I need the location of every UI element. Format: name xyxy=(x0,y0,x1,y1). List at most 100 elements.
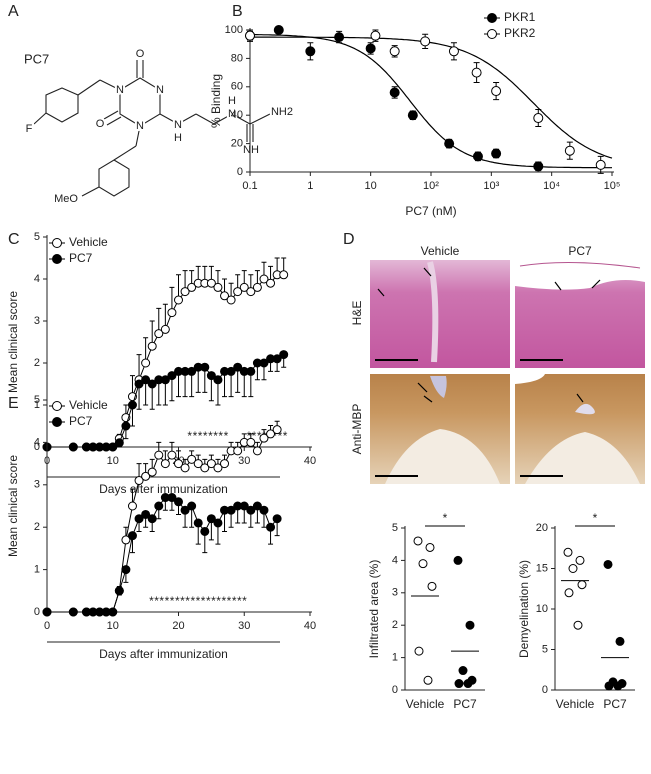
x-tick-label: 40 xyxy=(304,455,316,467)
y-tick-label: 60 xyxy=(231,81,243,93)
x-tick-label: 1 xyxy=(307,180,313,192)
atom: O xyxy=(96,118,105,130)
y-tick-label: 2 xyxy=(34,521,40,533)
data-point xyxy=(114,438,124,448)
atom: F xyxy=(26,123,33,135)
x-tick-label: 10 xyxy=(107,455,119,467)
data-point xyxy=(418,559,428,569)
y-tick-label: 1 xyxy=(392,652,398,664)
y-tick-label: 2 xyxy=(392,619,398,631)
legend-marker xyxy=(52,417,62,427)
atom: N xyxy=(156,84,164,96)
data-point xyxy=(68,607,78,617)
data-point xyxy=(420,36,431,47)
data-point xyxy=(68,442,78,452)
significance: * xyxy=(593,511,598,525)
data-point xyxy=(370,30,381,41)
data-point xyxy=(147,379,157,389)
data-point xyxy=(206,459,216,469)
y-axis-label: Demyelination (%) xyxy=(517,560,531,658)
data-point xyxy=(187,282,197,292)
compound-name: PC7 xyxy=(24,51,49,66)
data-point xyxy=(413,536,423,546)
data-point xyxy=(603,559,613,569)
x-tick-label: 10 xyxy=(107,620,119,632)
data-point xyxy=(425,542,435,552)
data-point xyxy=(472,151,483,162)
data-point xyxy=(491,86,502,97)
x-tick-label: 10⁵ xyxy=(604,180,621,192)
legend-marker xyxy=(52,254,62,264)
x-tick-label: Vehicle xyxy=(556,697,595,711)
data-point xyxy=(206,278,216,288)
data-point xyxy=(127,501,137,511)
he-vehicle xyxy=(370,260,510,368)
data-point xyxy=(193,459,203,469)
y-tick-label: 0 xyxy=(34,606,40,618)
data-point xyxy=(564,588,574,598)
data-point xyxy=(458,666,468,676)
data-point xyxy=(273,25,284,35)
data-point xyxy=(365,43,376,54)
significance: * xyxy=(443,511,448,525)
data-point xyxy=(259,358,269,368)
y-axis-label: Mean clinical score xyxy=(6,455,20,557)
data-point xyxy=(206,371,216,381)
data-point xyxy=(187,454,197,464)
legend-marker xyxy=(52,401,62,411)
x-axis-label: Days after immunization xyxy=(99,482,228,496)
data-point xyxy=(233,287,243,297)
panel-label: D xyxy=(343,231,355,248)
y-tick-label: 4 xyxy=(34,436,40,448)
y-tick-label: 20 xyxy=(231,138,243,150)
y-tick-label: 5 xyxy=(34,231,40,243)
atom: N xyxy=(136,120,144,132)
fit-curve xyxy=(250,34,612,169)
y-tick-label: 80 xyxy=(231,52,243,64)
data-point xyxy=(279,350,289,360)
atom: MeO xyxy=(54,193,78,205)
data-point xyxy=(568,564,578,573)
data-point xyxy=(613,681,623,691)
data-point xyxy=(154,501,164,511)
data-point xyxy=(454,679,464,689)
data-point xyxy=(147,341,157,351)
data-point xyxy=(121,421,131,431)
atom: H xyxy=(228,95,236,107)
data-point xyxy=(108,607,118,617)
atom: O xyxy=(136,48,145,60)
y-tick-label: 5 xyxy=(34,394,40,406)
data-point xyxy=(180,463,190,473)
data-point xyxy=(167,493,177,503)
legend-marker xyxy=(487,29,497,39)
data-point xyxy=(226,505,236,515)
data-point xyxy=(206,514,216,524)
structure: PC7 O O N N N F N H N H NH2 NH MeO xyxy=(24,46,295,207)
data-point xyxy=(266,522,276,532)
data-point xyxy=(272,514,282,524)
data-point xyxy=(233,362,243,372)
data-point xyxy=(252,446,262,456)
atom: H xyxy=(174,132,182,144)
panel-label: A xyxy=(8,3,19,20)
data-point xyxy=(575,555,585,565)
x-axis-label: Days after immunization xyxy=(99,647,228,661)
data-point xyxy=(246,287,256,297)
y-tick-label: 3 xyxy=(34,479,40,491)
legend-label: PKR2 xyxy=(504,26,536,40)
data-point xyxy=(180,287,190,297)
data-point xyxy=(564,145,575,156)
data-point xyxy=(226,366,236,376)
data-point xyxy=(200,526,210,536)
data-point xyxy=(147,514,157,524)
data-point xyxy=(305,46,316,57)
x-tick-label: 10⁴ xyxy=(543,180,560,192)
y-tick-label: 4 xyxy=(34,273,40,285)
panel-label: C xyxy=(8,231,20,248)
data-point xyxy=(444,138,455,149)
y-tick-label: 0 xyxy=(542,684,548,696)
data-point xyxy=(465,620,475,630)
y-axis-label: % Binding xyxy=(209,74,223,128)
data-point xyxy=(127,531,137,541)
